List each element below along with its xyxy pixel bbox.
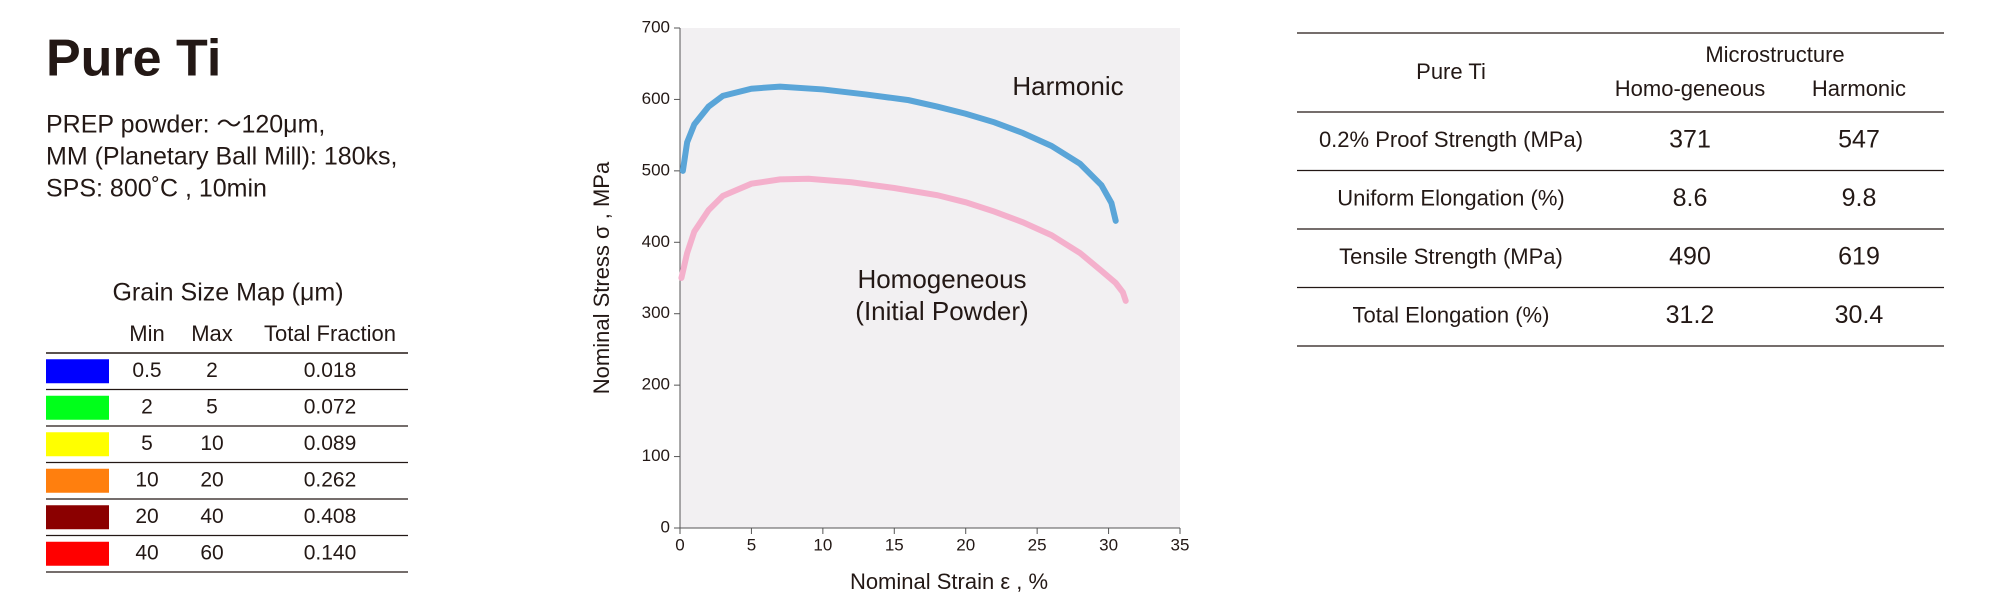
grain-cell: 0.262	[304, 468, 357, 491]
y-tick-label: 400	[642, 232, 670, 251]
x-tick-label: 10	[813, 535, 832, 554]
grain-cell: 0.089	[304, 432, 357, 455]
x-tick-label: 5	[747, 535, 756, 554]
table-cell: 30.4	[1835, 301, 1884, 329]
y-tick-label: 500	[642, 160, 670, 179]
title: Pure Ti	[46, 30, 221, 88]
grain-cell: 20	[135, 505, 158, 528]
grain-cell: 5	[141, 432, 153, 455]
table-cell: 490	[1669, 243, 1711, 271]
table-cell: 9.8	[1842, 184, 1877, 212]
grain-cell: 40	[200, 505, 223, 528]
grain-cell: 2	[206, 359, 218, 382]
grain-cell: 10	[135, 468, 158, 491]
prep-line: MM (Planetary Ball Mill): 180ks,	[46, 143, 397, 171]
grain-cell: 40	[135, 541, 158, 564]
color-swatch	[46, 359, 109, 384]
color-swatch	[46, 395, 109, 420]
table-row-label: Tensile Strength (MPa)	[1339, 244, 1563, 269]
y-tick-label: 300	[642, 303, 670, 322]
y-tick-label: 700	[642, 17, 670, 36]
series-label: Harmonic	[1012, 71, 1123, 101]
table-cell: 371	[1669, 126, 1711, 154]
curve	[678, 175, 1129, 304]
x-axis-label: Nominal Strain ε , %	[850, 569, 1048, 594]
y-tick-label: 600	[642, 89, 670, 108]
series-label: (Initial Powder)	[855, 296, 1028, 326]
grain-map-title: Grain Size Map (μm)	[112, 279, 343, 307]
grain-cell: 5	[206, 395, 218, 418]
prep-line: PREP powder: ～120μm,	[46, 111, 325, 139]
y-tick-label: 0	[661, 517, 670, 536]
x-tick-label: 0	[675, 535, 684, 554]
table-cell: 8.6	[1673, 184, 1708, 212]
x-tick-label: 30	[1099, 535, 1118, 554]
table-row-label: Total Elongation (%)	[1353, 302, 1550, 327]
table-row-label: Uniform Elongation (%)	[1337, 185, 1564, 210]
grain-cell: 0.018	[304, 359, 357, 382]
color-swatch	[46, 505, 109, 530]
y-tick-label: 200	[642, 375, 670, 394]
color-swatch	[46, 432, 109, 457]
x-tick-label: 25	[1028, 535, 1047, 554]
plot-area	[680, 28, 1180, 528]
grain-col-header: Min	[129, 321, 164, 346]
grain-cell: 0.408	[304, 505, 357, 528]
grain-cell: 0.072	[304, 395, 357, 418]
y-axis-label: Nominal Stress σ , MPa	[589, 161, 614, 394]
grain-cell: 0.5	[132, 359, 161, 382]
y-tick-label: 100	[642, 446, 670, 465]
table-cell: 619	[1838, 243, 1880, 271]
grain-cell: 10	[200, 432, 223, 455]
color-swatch	[46, 468, 109, 493]
grain-cell: 0.140	[304, 541, 357, 564]
grain-col-header: Total Fraction	[264, 321, 396, 346]
grain-cell: 2	[141, 395, 153, 418]
table-row-header: Pure Ti	[1416, 59, 1486, 84]
x-tick-label: 15	[885, 535, 904, 554]
table-cell: 547	[1838, 126, 1880, 154]
grain-col-header: Max	[191, 321, 233, 346]
table-col-header: Harmonic	[1812, 76, 1906, 101]
table-row-label: 0.2% Proof Strength (MPa)	[1319, 127, 1583, 152]
table-group-header: Microstructure	[1705, 42, 1844, 67]
prep-line: SPS: 800˚C , 10min	[46, 175, 267, 203]
x-tick-label: 35	[1171, 535, 1190, 554]
grain-cell: 60	[200, 541, 223, 564]
table-col-header: Homo-geneous	[1615, 76, 1765, 101]
table-cell: 31.2	[1666, 301, 1715, 329]
grain-cell: 20	[200, 468, 223, 491]
x-tick-label: 20	[956, 535, 975, 554]
series-label: Homogeneous	[857, 264, 1026, 294]
color-swatch	[46, 541, 109, 566]
curve	[679, 83, 1119, 224]
